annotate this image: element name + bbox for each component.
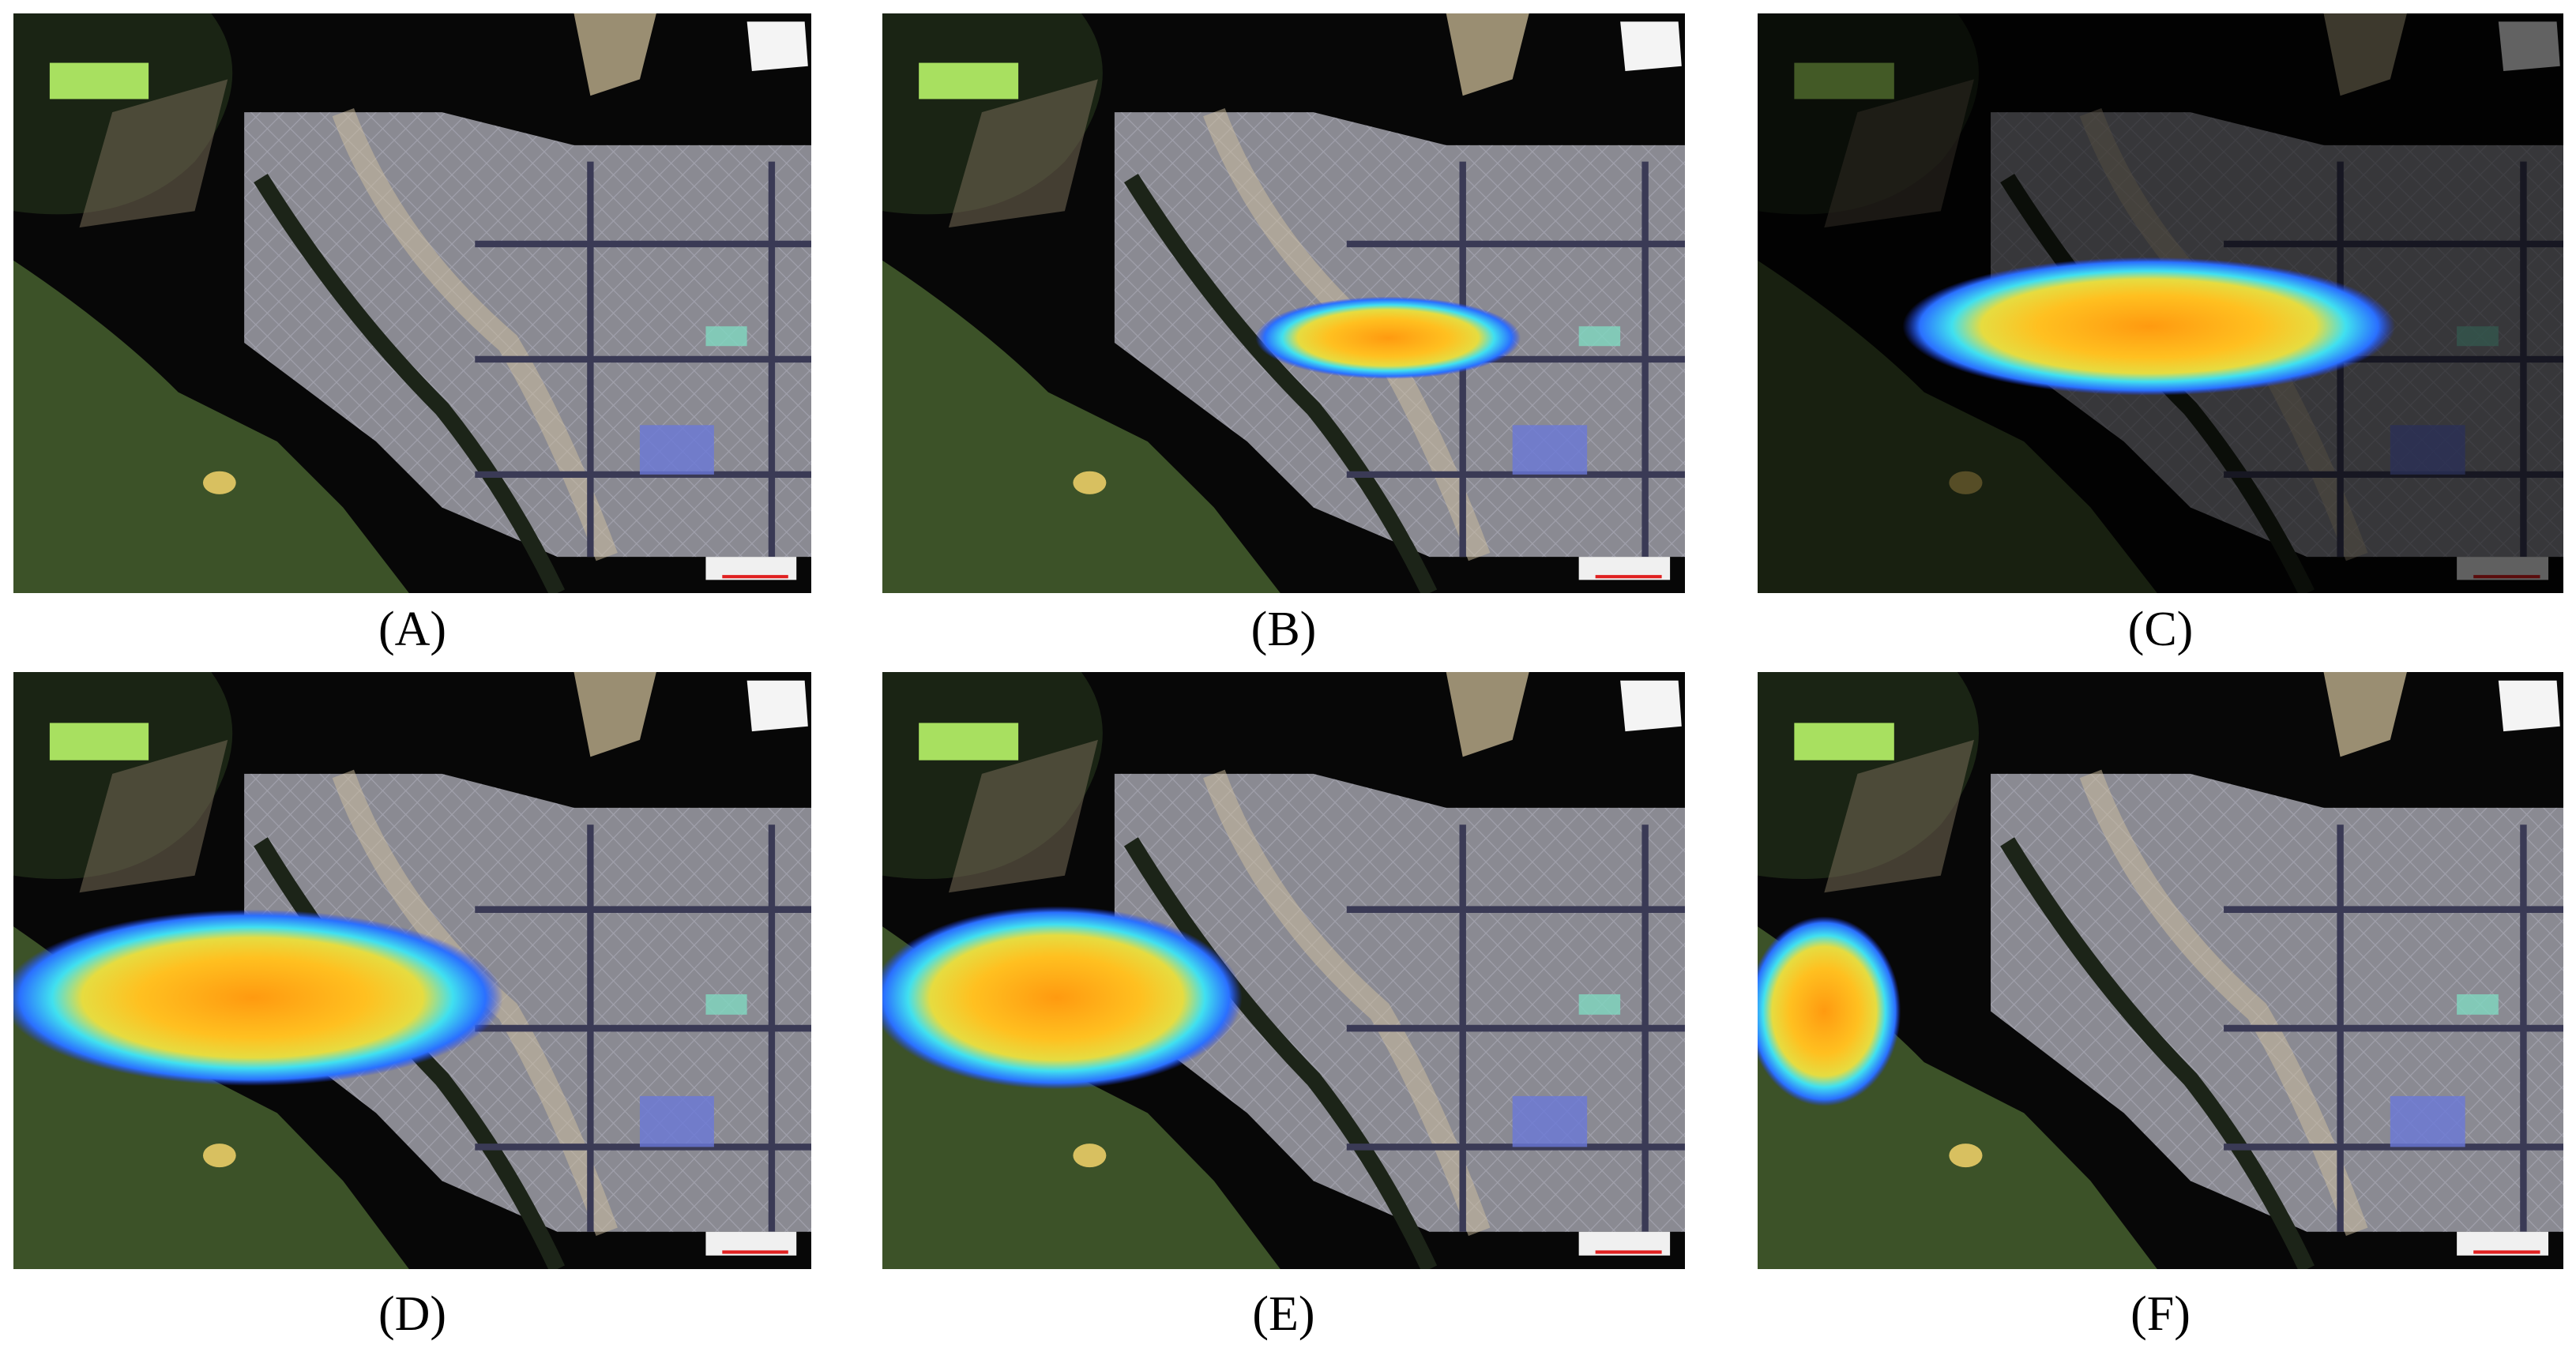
plume-heatmap: [1255, 296, 1521, 379]
satellite-image: [882, 13, 1685, 593]
panel-label: (B): [1251, 603, 1317, 656]
image-panel: [13, 672, 811, 1269]
image-panel: [1758, 672, 2563, 1269]
satellite-image: [13, 13, 811, 593]
image-panel: [882, 13, 1685, 593]
image-panel: [882, 672, 1685, 1269]
image-panel: [1758, 13, 2563, 593]
image-panel: [13, 13, 811, 593]
panel-label: (D): [378, 1287, 446, 1341]
plume-heatmap: [1758, 916, 1901, 1106]
panel-label: (F): [2130, 1287, 2191, 1341]
panel-label: (E): [1252, 1287, 1314, 1341]
plume-heatmap: [13, 909, 503, 1087]
panel-label: (C): [2128, 603, 2194, 656]
panel-label: (A): [378, 603, 446, 656]
plume-heatmap: [882, 906, 1243, 1090]
plume-heatmap: [1902, 257, 2396, 396]
